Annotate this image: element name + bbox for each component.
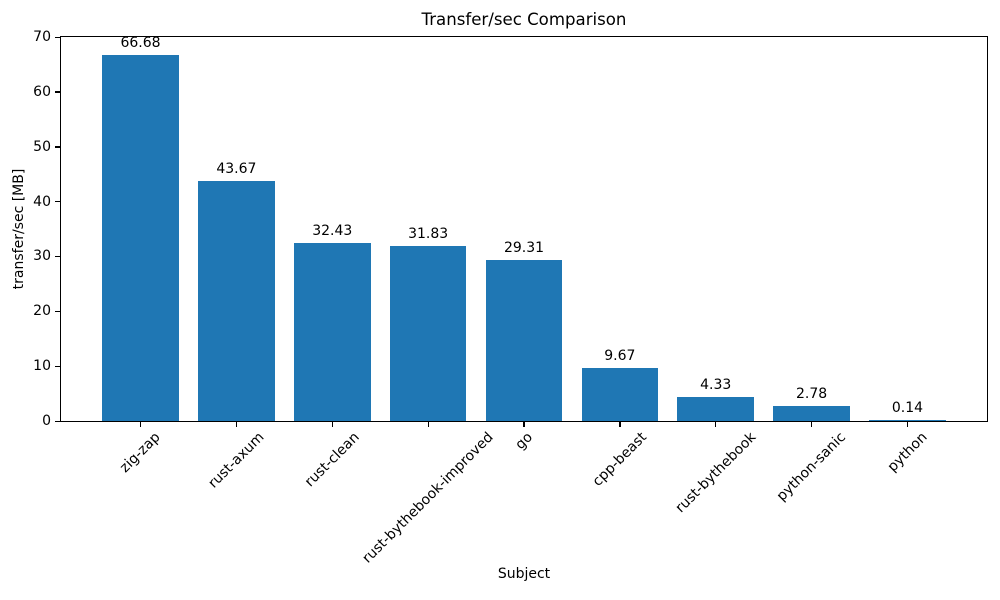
bar-value-label: 0.14 — [891, 400, 924, 417]
x-tick-label: python-sanic — [774, 428, 850, 505]
bar-python-sanic — [773, 405, 850, 421]
x-tick-mark — [139, 422, 142, 427]
y-tick-label: 60 — [33, 83, 51, 100]
plot-area — [60, 36, 988, 422]
bar-value-label: 2.78 — [796, 385, 828, 402]
y-tick-mark — [55, 365, 60, 367]
bar-value-label: 31.83 — [408, 226, 449, 243]
bar-value-label: 66.68 — [120, 35, 161, 52]
bar-go — [485, 260, 563, 421]
y-tick-mark — [55, 201, 60, 203]
x-tick-label: python — [884, 428, 931, 475]
bar-rust-bythebook-improved — [389, 246, 467, 421]
y-tick-label: 70 — [33, 29, 51, 45]
y-tick-label: 40 — [33, 193, 51, 210]
bar-value-label: 4.33 — [700, 377, 732, 394]
y-tick-mark — [55, 91, 60, 93]
x-tick-label: rust-bythebook — [672, 428, 759, 516]
bar-rust-axum — [198, 181, 275, 421]
y-tick-mark — [55, 310, 60, 313]
bar-value-label: 32.43 — [312, 223, 353, 240]
y-tick-label: 10 — [33, 358, 51, 375]
y-tick-mark — [55, 36, 60, 38]
y-tick-label: 30 — [33, 248, 51, 265]
bar-zig-zap — [102, 55, 179, 421]
chart-title: Transfer/sec Comparison — [421, 10, 627, 29]
x-tick-mark — [523, 422, 525, 427]
x-axis-label: Subject — [497, 566, 551, 582]
bar-python — [869, 420, 946, 421]
y-tick-label: 0 — [42, 413, 51, 429]
y-tick-mark — [55, 146, 60, 148]
x-tick-mark — [811, 422, 813, 427]
x-tick-mark — [427, 422, 429, 427]
y-tick-label: 50 — [33, 138, 51, 155]
y-axis-label: transfer/sec [MB] — [11, 168, 27, 290]
x-tick-label: go — [512, 428, 537, 453]
x-tick-mark — [715, 422, 717, 427]
bar-rust-bythebook — [677, 397, 755, 421]
x-tick-mark — [331, 422, 333, 427]
bar-value-label: 29.31 — [503, 240, 545, 257]
x-tick-label: cpp-beast — [589, 428, 651, 490]
y-tick-mark — [55, 255, 60, 258]
x-tick-label: zig-zap — [117, 428, 164, 476]
bar-value-label: 43.67 — [216, 161, 257, 178]
x-tick-mark — [619, 422, 621, 427]
x-tick-label: rust-bythebook-improved — [359, 428, 497, 566]
x-tick-mark — [906, 422, 909, 427]
bar-rust-clean — [293, 243, 371, 421]
bar-value-label: 9.67 — [604, 347, 636, 364]
y-tick-label: 20 — [33, 303, 51, 320]
x-tick-label: rust-axum — [205, 428, 268, 491]
x-tick-mark — [235, 422, 238, 427]
x-tick-label: rust-clean — [301, 428, 363, 490]
y-tick-mark — [55, 420, 60, 422]
bar-cpp-beast — [581, 367, 659, 421]
